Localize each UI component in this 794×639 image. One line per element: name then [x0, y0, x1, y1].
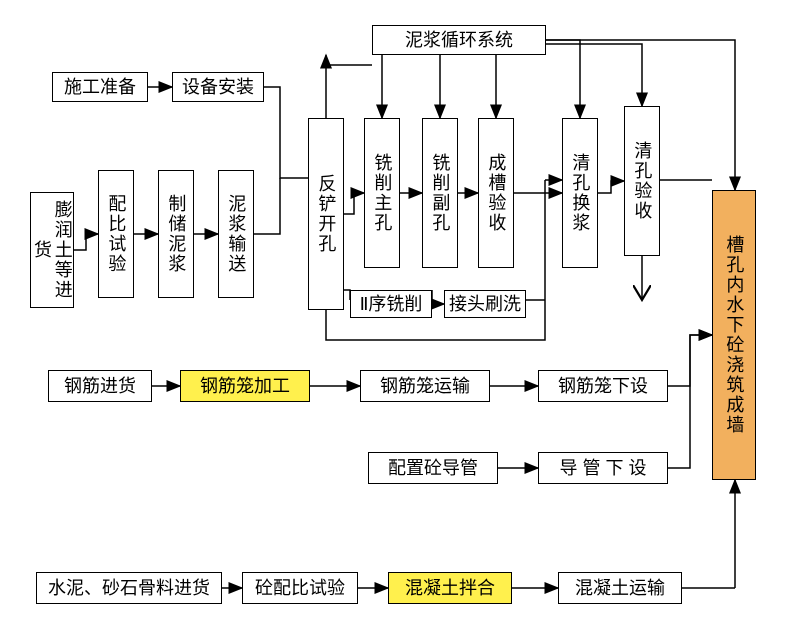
node-steel_proc: 钢筋笼加工	[180, 370, 310, 402]
node-pipe_cfg: 配置砼导管	[368, 452, 498, 484]
node-b_soil: 膨润土等进货	[30, 192, 74, 308]
node-conc_trans: 混凝土运输	[558, 572, 682, 604]
node-label: 泥浆输送	[226, 194, 247, 274]
node-label: 混凝土运输	[575, 578, 665, 599]
node-prep: 施工准备	[52, 72, 148, 102]
edge	[326, 65, 372, 118]
node-label: 清孔验收	[632, 141, 653, 221]
edge	[254, 178, 280, 234]
node-label: 铣削副孔	[430, 153, 451, 233]
node-label: 砼配比试验	[255, 578, 345, 599]
node-b_convey: 泥浆输送	[218, 170, 254, 298]
edge	[598, 181, 624, 193]
node-steel_trans: 钢筋笼运输	[360, 370, 490, 402]
node-label: 水泥、砂石骨料进货	[48, 578, 210, 599]
node-b_store: 制储泥浆	[158, 170, 194, 298]
node-top_system: 泥浆循环系统	[372, 25, 546, 55]
node-final: 槽孔内水下砼浇筑成墙	[712, 190, 756, 480]
node-label: 反铲开孔	[316, 174, 337, 254]
node-c_inspect: 清孔验收	[624, 106, 660, 256]
node-label: 配比试验	[106, 194, 127, 274]
node-label: 配置砼导管	[388, 458, 478, 479]
node-steel_in: 钢筋进货	[48, 370, 152, 402]
edge	[344, 193, 364, 214]
node-b_mix: 配比试验	[98, 170, 134, 298]
node-label: 制储泥浆	[166, 194, 187, 274]
edge	[546, 40, 580, 118]
node-label: 接头刷洗	[449, 294, 521, 315]
node-pipe_down: 导 管 下 设	[538, 452, 668, 484]
node-label: 槽孔内水下砼浇筑成墙	[724, 235, 745, 435]
node-label: 混凝土拌合	[405, 578, 495, 599]
edge	[668, 335, 712, 468]
node-cement_in: 水泥、砂石骨料进货	[36, 572, 222, 604]
node-c_accept: 成槽验收	[478, 118, 514, 268]
node-conc_mix: 混凝土拌合	[388, 572, 512, 604]
node-label: 导 管 下 设	[559, 458, 646, 479]
node-label: 钢筋笼运输	[380, 376, 470, 397]
edge	[74, 234, 98, 250]
node-label: 泥浆循环系统	[405, 30, 513, 51]
node-label: 膨润土等进货	[31, 199, 72, 301]
node-label: 施工准备	[64, 77, 136, 98]
node-label: 设备安装	[182, 77, 254, 98]
node-label: 钢筋笼下设	[558, 376, 648, 397]
edge	[546, 44, 642, 106]
node-label: 钢筋笼加工	[200, 376, 290, 397]
node-steel_place: 钢筋笼下设	[538, 370, 668, 402]
node-label: 清孔换浆	[570, 153, 591, 233]
node-label: 铣削主孔	[372, 153, 393, 233]
node-joint: 接头刷洗	[444, 290, 526, 318]
node-c_main: 铣削主孔	[364, 118, 400, 268]
node-mix_test: 砼配比试验	[242, 572, 358, 604]
node-c_aux: 铣削副孔	[422, 118, 458, 268]
node-label: 钢筋进货	[64, 376, 136, 397]
node-c_clean: 清孔换浆	[562, 118, 598, 268]
node-label: Ⅱ序铣削	[360, 294, 423, 315]
node-equip: 设备安装	[172, 72, 264, 102]
node-c_fan: 反铲开孔	[308, 118, 344, 310]
node-label: 成槽验收	[486, 153, 507, 233]
node-seq2: Ⅱ序铣削	[350, 290, 432, 318]
edge	[668, 335, 712, 386]
